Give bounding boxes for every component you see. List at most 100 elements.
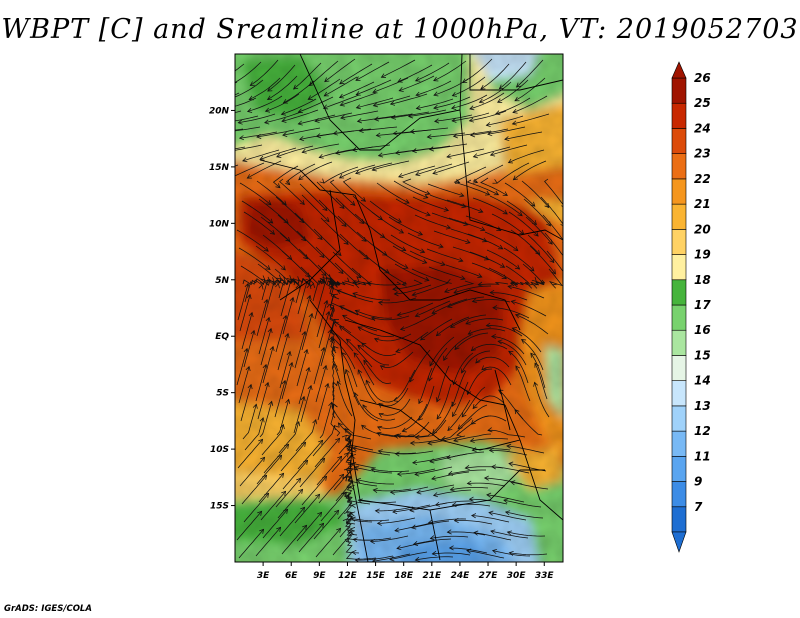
streamline-arrow bbox=[339, 79, 345, 85]
streamline-arrow bbox=[445, 224, 452, 230]
streamline bbox=[260, 216, 291, 242]
streamline-arrow bbox=[338, 93, 345, 99]
streamline bbox=[395, 198, 431, 216]
streamline-arrow bbox=[377, 152, 384, 158]
streamline-arrow bbox=[392, 130, 398, 136]
streamline-arrow bbox=[345, 445, 351, 451]
streamline bbox=[484, 477, 523, 485]
streamline bbox=[348, 281, 372, 286]
streamline bbox=[413, 538, 452, 545]
streamline-arrow bbox=[343, 239, 349, 245]
streamline-arrow bbox=[508, 350, 514, 356]
streamline bbox=[497, 340, 527, 366]
streamline-arrow bbox=[320, 278, 326, 284]
streamline-arrow bbox=[306, 283, 312, 290]
streamline-arrow bbox=[300, 506, 306, 512]
streamline-arrow bbox=[246, 108, 253, 113]
streamline bbox=[314, 438, 340, 468]
streamline bbox=[333, 338, 356, 370]
streamline bbox=[409, 250, 446, 266]
streamline bbox=[362, 404, 396, 421]
streamline bbox=[267, 75, 298, 100]
colorbar-label: 7 bbox=[694, 500, 703, 514]
streamline bbox=[467, 368, 493, 395]
streamline-arrow bbox=[498, 389, 504, 395]
streamline bbox=[277, 214, 306, 241]
streamline-arrow bbox=[296, 477, 302, 483]
streamline bbox=[461, 386, 486, 418]
streamline bbox=[432, 401, 454, 434]
streamline-arrow bbox=[336, 380, 342, 386]
streamline bbox=[411, 520, 450, 529]
streamline-arrow bbox=[312, 418, 318, 425]
streamline-arrow bbox=[284, 332, 290, 339]
streamline bbox=[471, 262, 507, 280]
streamline-arrow bbox=[351, 503, 357, 509]
streamline-arrow bbox=[533, 381, 539, 387]
streamline-arrow bbox=[491, 464, 497, 470]
colorbar-swatch bbox=[671, 380, 687, 407]
streamline bbox=[433, 230, 471, 244]
streamline-arrow bbox=[514, 264, 521, 270]
streamline bbox=[265, 93, 300, 112]
streamline bbox=[506, 200, 537, 225]
streamline-arrow bbox=[403, 264, 409, 269]
streamline bbox=[470, 128, 509, 136]
streamline bbox=[499, 61, 527, 89]
streamline bbox=[472, 299, 511, 303]
streamline-arrow bbox=[425, 211, 431, 217]
streamline-arrow bbox=[389, 100, 396, 106]
streamline bbox=[513, 160, 547, 181]
streamline bbox=[525, 216, 553, 245]
streamline bbox=[298, 161, 333, 181]
streamline bbox=[235, 146, 246, 150]
country-borders bbox=[259, 54, 563, 562]
streamline-arrow bbox=[440, 261, 446, 267]
streamline bbox=[300, 385, 312, 423]
streamline-arrow bbox=[451, 411, 457, 418]
streamline bbox=[320, 329, 332, 367]
streamline bbox=[331, 382, 336, 419]
streamline bbox=[390, 93, 428, 105]
streamline bbox=[342, 177, 366, 202]
streamline-arrow bbox=[350, 200, 356, 206]
streamline bbox=[527, 234, 555, 263]
streamline-arrow bbox=[246, 174, 252, 179]
streamline-arrow bbox=[414, 312, 421, 318]
streamline-arrow bbox=[520, 339, 527, 344]
streamline bbox=[296, 230, 325, 258]
streamline bbox=[263, 444, 289, 474]
streamline bbox=[410, 127, 449, 133]
streamline-arrow bbox=[447, 303, 453, 308]
y-axis: 20N 15N 10N 5N EQ 5S 10S 15S bbox=[209, 106, 235, 512]
streamline bbox=[319, 148, 357, 158]
streamline-arrow bbox=[453, 437, 459, 443]
streamline bbox=[508, 149, 545, 164]
streamline bbox=[250, 59, 279, 86]
streamline-arrow bbox=[481, 365, 487, 371]
streamline-arrow bbox=[513, 246, 519, 252]
streamline-arrow bbox=[460, 275, 466, 281]
streamline bbox=[324, 76, 358, 97]
streamline-arrow bbox=[238, 135, 245, 141]
streamline-arrow bbox=[337, 422, 343, 428]
colorbar-swatch bbox=[671, 178, 687, 205]
streamline bbox=[235, 126, 261, 132]
streamline-arrow bbox=[333, 425, 339, 431]
streamline bbox=[429, 143, 468, 150]
streamline-arrow bbox=[372, 88, 378, 94]
streamline-arrow bbox=[361, 342, 367, 348]
streamline-arrow bbox=[342, 491, 348, 497]
streamline-arrow bbox=[566, 277, 570, 282]
streamline-arrow bbox=[399, 326, 406, 332]
streamline-arrow bbox=[281, 117, 287, 123]
streamline bbox=[381, 59, 416, 78]
streamline-arrow bbox=[454, 344, 460, 351]
streamline bbox=[243, 493, 269, 523]
streamline bbox=[370, 535, 409, 542]
streamline-arrow bbox=[372, 102, 378, 108]
streamline bbox=[492, 307, 530, 319]
streamline-arrow bbox=[252, 403, 258, 409]
streamline-arrow bbox=[325, 310, 331, 317]
streamline-arrow bbox=[471, 513, 477, 519]
